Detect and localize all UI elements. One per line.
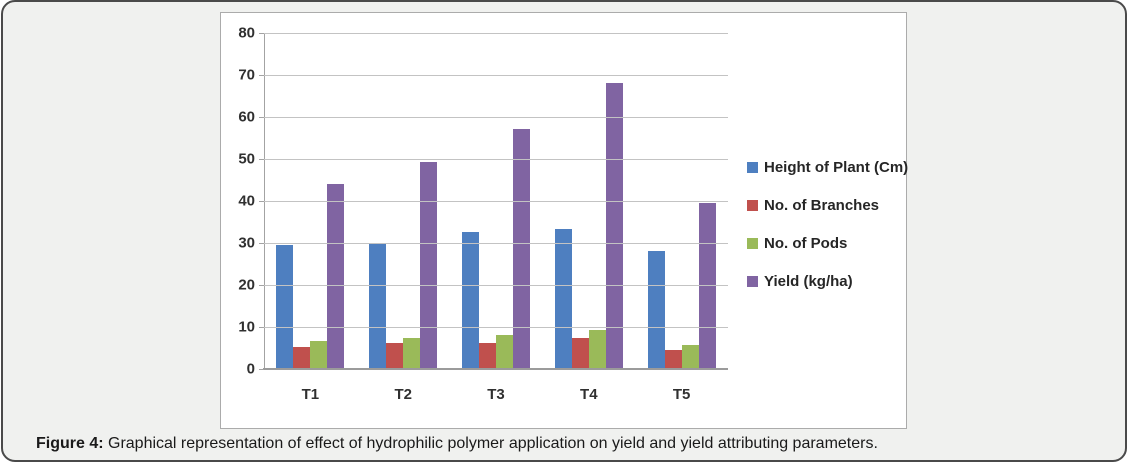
figure-caption-label: Figure 4: xyxy=(36,435,104,452)
bar-height-of-plant-cm-t5 xyxy=(647,251,665,369)
legend-label: Height of Plant (Cm) xyxy=(764,159,909,176)
y-axis-tick-60 xyxy=(259,117,264,118)
gridline-40 xyxy=(264,201,728,202)
y-tick-label-70: 70 xyxy=(238,66,255,84)
bar-no-of-pods-t5 xyxy=(681,345,699,369)
y-tick-label-30: 30 xyxy=(238,234,255,252)
x-tick-label-t5: T5 xyxy=(672,386,691,403)
legend-swatch-icon xyxy=(747,276,758,287)
bar-no-of-branches-t4 xyxy=(571,337,589,369)
y-tick-label-20: 20 xyxy=(238,276,255,294)
bar-group-t3 xyxy=(450,33,543,369)
x-tick-label-t3: T3 xyxy=(487,386,505,403)
x-axis-line xyxy=(263,368,728,370)
y-axis-tick-0 xyxy=(259,369,264,370)
legend-label: No. of Branches xyxy=(764,197,880,214)
bar-group-t1 xyxy=(264,33,357,369)
bar-yield-kg-ha-t3 xyxy=(512,129,530,369)
y-axis-tick-40 xyxy=(259,201,264,202)
bar-yield-kg-ha-t2 xyxy=(420,162,438,369)
bar-group-t2 xyxy=(357,33,450,369)
legend-swatch-icon xyxy=(747,162,758,173)
legend-item-yield-kg-ha: Yield (kg/ha) xyxy=(747,273,907,290)
gridline-70 xyxy=(264,75,728,76)
y-tick-label-40: 40 xyxy=(238,192,255,210)
y-tick-label-80: 80 xyxy=(238,24,255,42)
bar-groups xyxy=(264,33,728,369)
gridline-20 xyxy=(264,285,728,286)
legend-label: Yield (kg/ha) xyxy=(764,273,853,290)
y-axis-tick-50 xyxy=(259,159,264,160)
legend-item-no-of-pods: No. of Pods xyxy=(747,235,907,252)
y-axis-tick-70 xyxy=(259,75,264,76)
bar-no-of-pods-t3 xyxy=(495,335,513,369)
x-tick-label-t4: T4 xyxy=(580,386,598,403)
y-axis-tick-30 xyxy=(259,243,264,244)
bar-group-t4 xyxy=(542,33,635,369)
legend-swatch-icon xyxy=(747,238,758,249)
y-tick-label-10: 10 xyxy=(238,318,255,336)
plot-area xyxy=(259,33,728,370)
x-tick-label-t1: T1 xyxy=(301,386,320,403)
y-tick-label-50: 50 xyxy=(238,150,255,168)
figure-caption-text: Graphical representation of effect of hy… xyxy=(103,435,878,452)
bar-height-of-plant-cm-t2 xyxy=(369,243,387,369)
x-tick-label-t2: T2 xyxy=(394,386,412,403)
bar-no-of-pods-t4 xyxy=(588,329,606,369)
gridline-50 xyxy=(264,159,728,160)
bar-height-of-plant-cm-t4 xyxy=(554,229,572,369)
bar-no-of-branches-t5 xyxy=(664,349,682,369)
chart-panel: 0 10 20 30 40 50 60 70 80 T1 T2 T3 T4 T5 Height of P… xyxy=(220,12,909,429)
legend-swatch-icon xyxy=(747,200,758,211)
bar-no-of-pods-t2 xyxy=(403,338,421,369)
y-tick-label-60: 60 xyxy=(238,108,255,126)
bar-yield-kg-ha-t5 xyxy=(698,203,716,369)
legend-item-no-of-branches: No. of Branches xyxy=(747,197,907,214)
bar-yield-kg-ha-t1 xyxy=(327,184,345,369)
x-axis-labels: T1 T2 T3 T4 T5 xyxy=(264,386,728,408)
gridline-30 xyxy=(264,243,728,244)
bar-no-of-branches-t3 xyxy=(478,342,496,369)
legend-label: No. of Pods xyxy=(764,235,848,252)
gridline-80 xyxy=(264,33,728,34)
bar-no-of-branches-t1 xyxy=(293,347,311,369)
bar-yield-kg-ha-t4 xyxy=(605,83,623,369)
y-axis-labels: 0 10 20 30 40 50 60 70 80 xyxy=(221,25,258,378)
y-axis-tick-10 xyxy=(259,327,264,328)
y-axis-tick-20 xyxy=(259,285,264,286)
y-axis-tick-80 xyxy=(259,33,264,34)
legend-item-height-of-plant-cm: Height of Plant (Cm) xyxy=(747,159,909,176)
bar-height-of-plant-cm-t1 xyxy=(276,245,294,369)
gridline-10 xyxy=(264,327,728,328)
gridline-60 xyxy=(264,117,728,118)
bar-height-of-plant-cm-t3 xyxy=(461,232,479,369)
y-tick-label-0: 0 xyxy=(246,360,255,378)
bar-no-of-branches-t2 xyxy=(386,342,404,369)
bar-no-of-pods-t1 xyxy=(310,341,328,369)
figure-caption: Figure 4: Graphical representation of ef… xyxy=(36,435,878,453)
chart-legend: Height of Plant (Cm) No. of Branches No. o… xyxy=(747,159,909,290)
